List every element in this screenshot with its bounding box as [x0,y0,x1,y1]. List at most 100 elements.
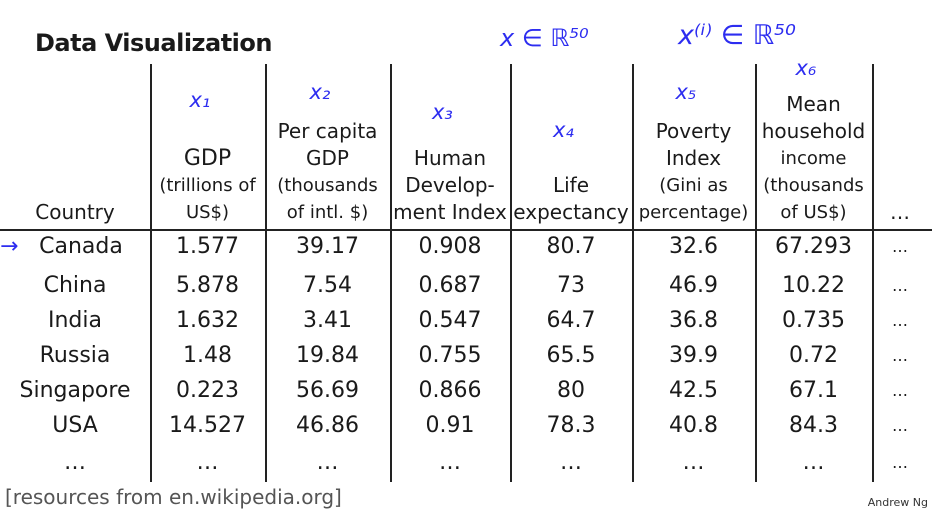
header-line: Human [413,146,487,170]
author-credit: Andrew Ng [867,496,928,509]
column-divider [390,64,392,482]
column-header-gdp: GDP (trillions of US$) [150,145,265,226]
column-header-life-expectancy: Life expectancy [510,172,632,226]
table-cell-gdp: 14.527 [169,413,246,438]
table-cell-more: … [892,453,908,472]
header-line: ment Index [393,200,507,224]
column-divider [632,64,634,482]
column-header-poverty-index: Poverty Index (Gini as percentage) [632,118,755,226]
table-cell-per-capita-gdp: 3.41 [303,308,352,333]
table-cell-mean-household-income: 67.293 [775,234,852,259]
table-cell-mean-household-income: 10.22 [782,273,845,298]
table-cell-gdp: 5.878 [176,273,239,298]
column-header-mean-household-income: Mean household income (thousands of US$) [755,91,872,226]
table-cell-human-development-index: 0.547 [418,308,482,333]
table-cell-human-development-index: 0.91 [425,413,475,438]
table-cell-mean-household-income: 67.1 [789,378,838,403]
column-divider [265,64,267,482]
column-header-human-development-index: Human Develop-ment Index [390,145,510,226]
table-cell-country: China [43,273,107,298]
table-cell-per-capita-gdp: 7.54 [303,273,352,298]
table-cell-poverty-index: 40.8 [669,413,718,438]
header-line: Mean [786,92,841,116]
table-cell-mean-household-income: … [802,450,825,475]
table-row: India 1.632 3.41 0.547 64.7 36.8 0.735… [0,303,932,338]
header-line: expectancy [513,200,629,224]
feature-variable-label: x₃ [432,100,453,124]
column-header-more: … [872,199,928,226]
table-cell-more: … [892,346,908,365]
table-cell-per-capita-gdp: … [316,450,339,475]
header-line: (trillions of [159,175,256,196]
table-row: Singapore 0.223 56.69 0.866 80 42.5 67.1… [0,373,932,408]
table-cell-more: … [892,276,908,295]
table-cell-more: … [892,237,908,256]
table-cell-human-development-index: 0.687 [418,273,482,298]
table-cell-per-capita-gdp: 46.86 [296,413,359,438]
arrow-icon: → [0,234,19,259]
annotation-xi-in-r50: x⁽ⁱ⁾ ∈ ℝ⁵⁰ [677,20,796,51]
header-line: (thousands [277,175,378,196]
table-cell-more: … [892,416,908,435]
header-line: Per capita [277,119,378,143]
column-divider [510,64,512,482]
header-divider [0,229,932,231]
table-cell-life-expectancy: 80 [557,378,585,403]
table-cell-human-development-index: 0.755 [418,343,482,368]
table-cell-life-expectancy: 65.5 [546,343,596,368]
header-line: … [890,200,910,224]
header-line: GDP [183,146,232,171]
column-divider [755,64,757,482]
column-header-per-capita-gdp: Per capita GDP (thousands of intl. $) [265,118,390,226]
header-line: Country [35,200,115,224]
table-cell-mean-household-income: 84.3 [789,413,838,438]
table-cell-country: Canada [39,234,123,259]
table-cell-country: Russia [39,343,111,368]
table-cell-gdp: 0.223 [176,378,239,403]
table-cell-more: … [892,311,908,330]
table-cell-life-expectancy: 73 [557,273,585,298]
table-cell-human-development-index: 0.908 [418,234,482,259]
table-row: China 5.878 7.54 0.687 73 46.9 10.22 … [0,268,932,303]
table-cell-mean-household-income: 0.72 [789,343,838,368]
annotation-x-in-r50: x ∈ ℝ⁵⁰ [499,24,589,52]
table-cell-country: Singapore [19,378,131,403]
table-cell-gdp: 1.577 [176,234,239,259]
header-line: Index [665,146,722,170]
table-cell-life-expectancy: 78.3 [546,413,596,438]
table-cell-gdp: 1.48 [183,343,232,368]
table-cell-human-development-index: … [439,450,461,475]
header-line: of intl. $) [286,202,369,223]
table-cell-country: India [48,308,102,333]
feature-variable-label: x₅ [675,80,697,104]
header-line: of US$) [780,202,847,223]
table-row: …………………… [0,445,932,480]
feature-variable-label: x₁ [189,88,211,112]
header-line: Life [552,173,590,197]
feature-variable-label: x₂ [309,80,331,104]
table-cell-per-capita-gdp: 19.84 [296,343,359,368]
table-row: USA 14.527 46.86 0.91 78.3 40.8 84.3 … [0,408,932,443]
table-cell-country: USA [52,413,98,438]
table-cell-poverty-index: 42.5 [669,378,718,403]
table-cell-gdp: … [196,450,219,475]
table-row: Russia 1.48 19.84 0.755 65.5 39.9 0.72 … [0,338,932,373]
header-line: Develop- [405,173,495,197]
column-header-country: Country [0,199,150,226]
column-divider [150,64,152,482]
header-line: income [780,148,847,169]
table-cell-mean-household-income: 0.735 [782,308,845,333]
table-cell-human-development-index: 0.866 [418,378,482,403]
table-cell-poverty-index: 39.9 [669,343,718,368]
table-cell-life-expectancy: 80.7 [546,234,596,259]
feature-variable-label: x₄ [553,118,574,142]
table-cell-life-expectancy: 64.7 [546,308,596,333]
source-note: [resources from en.wikipedia.org] [5,485,342,509]
header-line: Poverty [655,119,732,143]
header-line: (thousands [763,175,864,196]
table-cell-gdp: 1.632 [176,308,239,333]
header-line: GDP [306,146,349,170]
table-cell-poverty-index: 46.9 [669,273,718,298]
header-line: US$) [185,202,230,223]
table-cell-per-capita-gdp: 56.69 [296,378,359,403]
